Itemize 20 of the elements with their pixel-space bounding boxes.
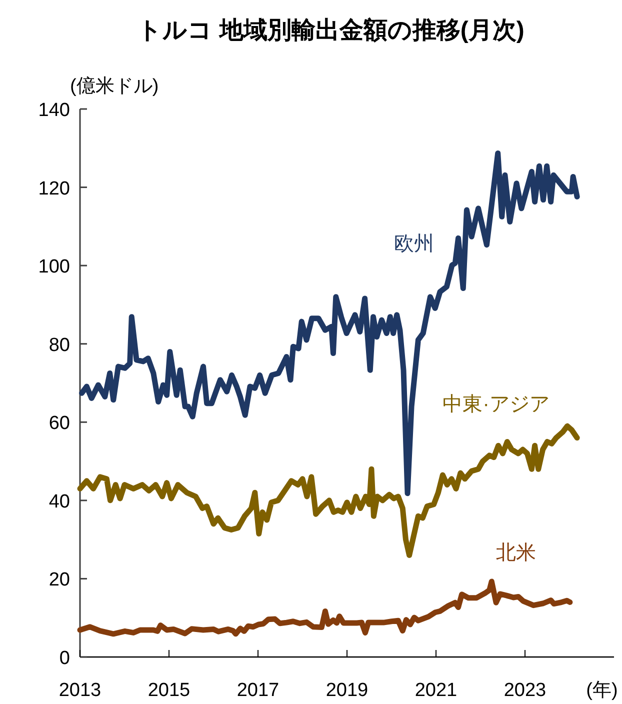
y-tick-label: 140 bbox=[38, 100, 70, 121]
y-tick-label: 80 bbox=[48, 334, 70, 356]
x-tick-label: 2021 bbox=[414, 680, 458, 701]
y-tick-label: 60 bbox=[48, 413, 70, 434]
y-tick-label: 20 bbox=[48, 570, 70, 591]
series-label: 北米 bbox=[496, 542, 536, 564]
x-tick-label: 2017 bbox=[236, 680, 280, 701]
y-axis-title: (億米ドル) bbox=[70, 76, 159, 97]
series-label: 中東·アジア bbox=[442, 393, 550, 416]
x-tick-label: 2019 bbox=[326, 680, 368, 701]
y-tick-label: 120 bbox=[38, 178, 70, 200]
x-tick-label: 2015 bbox=[148, 680, 190, 701]
x-axis-title: (年) bbox=[586, 680, 618, 701]
chart-title: トルコ 地域別輸出金額の推移(月次) bbox=[138, 17, 524, 44]
y-tick-label: 40 bbox=[48, 491, 70, 512]
series-label: 欧州 bbox=[394, 232, 434, 255]
x-tick-label: 2023 bbox=[504, 680, 546, 701]
y-tick-label: 0 bbox=[59, 648, 70, 669]
y-tick-label: 100 bbox=[38, 256, 70, 278]
x-tick-label: 2013 bbox=[58, 680, 102, 701]
